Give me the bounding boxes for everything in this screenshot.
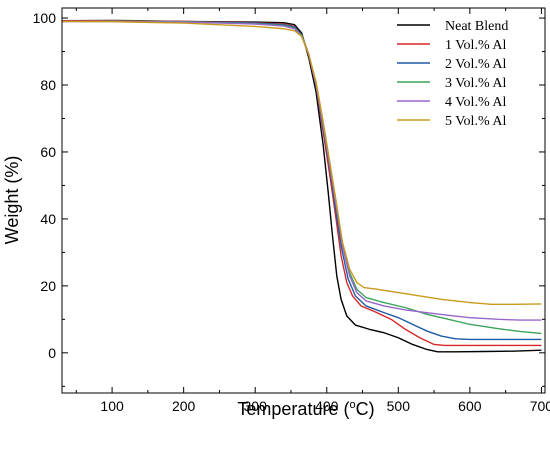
x-axis-title-unit: C) [356, 399, 375, 419]
plot-background [62, 8, 545, 393]
series-line-6 [61, 20, 542, 305]
ticks-layer: 100 200 300 400 500 600 700 0 20 40 60 80 100 [33, 8, 550, 414]
x-tick-label: 600 [458, 398, 482, 414]
x-tick-label: 100 [100, 398, 124, 414]
y-tick-label: 100 [33, 10, 57, 26]
x-tick-label: 200 [172, 398, 196, 414]
series-layer [61, 19, 542, 353]
x-tick-label: 400 [315, 398, 339, 414]
legend-label: 2 Vol.% Al [445, 57, 506, 72]
x-axis-title-main: Temperature ( [237, 399, 349, 419]
x-tick-label: 700 [530, 398, 550, 414]
legend-label: 1 Vol.% Al [445, 38, 506, 53]
axes-layer [61, 7, 546, 394]
x-tick-label: 500 [387, 398, 411, 414]
legend-label: 5 Vol.% Al [445, 114, 506, 129]
axes-frame [61, 7, 546, 394]
y-tick-label: 0 [48, 345, 56, 361]
legend-label: Neat Blend [445, 19, 508, 34]
y-axis-title: Weight (%) [2, 156, 22, 245]
x-axis-title: Temperature (oC) [237, 399, 374, 419]
y-tick-label: 20 [40, 278, 56, 294]
plot-area [62, 8, 545, 393]
x-axis-title-sup: o [349, 399, 355, 411]
legend: Neat Blend 1 Vol.% Al 2 Vol.% Al 3 Vol.% Al… [397, 19, 508, 129]
y-tick-label: 60 [40, 144, 56, 160]
legend-label: 3 Vol.% Al [445, 76, 506, 91]
series-line-1 [61, 19, 542, 353]
y-tick-label: 80 [40, 77, 56, 93]
x-tick-label: 300 [244, 398, 268, 414]
legend-label: 4 Vol.% Al [445, 95, 506, 110]
y-tick-label: 40 [40, 211, 56, 227]
